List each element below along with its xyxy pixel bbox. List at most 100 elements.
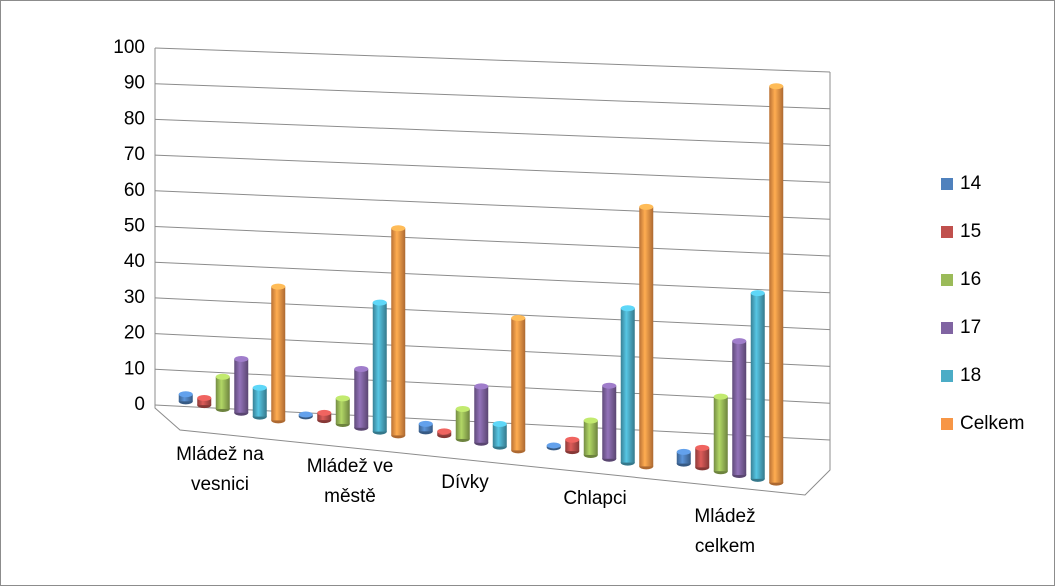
bar <box>565 436 580 455</box>
bar-body <box>769 86 784 483</box>
bar-body <box>317 412 332 421</box>
grid-line <box>154 118 831 147</box>
bar-top <box>455 406 470 413</box>
bar-body <box>252 387 267 417</box>
bar-top <box>418 420 433 427</box>
y-tick-label: 20 <box>124 323 145 344</box>
y-tick-label: 100 <box>113 37 145 58</box>
bar-body <box>391 228 406 436</box>
bar <box>511 314 526 454</box>
bar <box>546 442 561 451</box>
bar <box>298 411 313 420</box>
y-tick-label: 30 <box>124 287 145 308</box>
bar-top <box>252 384 267 391</box>
bar <box>418 420 433 435</box>
bar-body <box>418 423 433 432</box>
y-tick-label: 80 <box>124 108 145 129</box>
bar-body <box>354 369 369 428</box>
bar-body <box>197 398 212 406</box>
bar <box>437 428 452 439</box>
grid-line <box>154 261 831 294</box>
bar-body <box>713 396 728 472</box>
bar-top <box>178 391 193 398</box>
grid-line <box>154 226 831 257</box>
bar-top <box>511 314 526 321</box>
bar <box>354 366 369 431</box>
bar-top <box>372 299 387 306</box>
x-tick-label: Chlapci <box>563 488 627 509</box>
bar <box>750 290 765 482</box>
bar-top <box>354 366 369 373</box>
bar-body <box>511 317 526 451</box>
bar <box>215 373 230 412</box>
bar-top <box>750 290 765 297</box>
legend-swatch <box>941 274 953 286</box>
y-tick-label: 50 <box>124 216 145 237</box>
bar <box>197 395 212 409</box>
y-tick-label: 10 <box>124 358 145 379</box>
bar-body <box>234 358 249 413</box>
bar-body <box>271 286 286 421</box>
bar-top <box>391 225 406 232</box>
bar <box>492 420 507 450</box>
bar <box>639 203 654 470</box>
grid-line <box>154 47 831 73</box>
bar-top <box>583 417 598 424</box>
legend-label: 15 <box>960 221 981 242</box>
bar-top <box>769 83 784 90</box>
bar-top <box>620 305 635 312</box>
bar-top <box>732 338 747 345</box>
x-tick-label: Mládež celkem <box>694 506 756 557</box>
bar-body <box>695 447 710 468</box>
bar <box>335 395 350 427</box>
bar <box>455 406 470 442</box>
bar-body <box>620 308 635 463</box>
bar-top <box>546 442 561 449</box>
legend-swatch <box>941 178 953 190</box>
bar-top <box>695 444 710 451</box>
bar-top <box>215 373 230 380</box>
bar-body <box>583 420 598 455</box>
bar <box>583 417 598 458</box>
bar-top <box>492 420 507 427</box>
bar-top <box>602 382 617 389</box>
bar-top <box>713 393 728 400</box>
y-tick-label: 0 <box>134 394 145 415</box>
y-tick-label: 70 <box>124 144 145 165</box>
bar-body <box>215 376 230 409</box>
bar-body <box>639 206 654 467</box>
bar <box>317 409 332 424</box>
bar-body <box>732 341 747 476</box>
y-tick-label: 40 <box>124 251 145 272</box>
bar <box>372 299 387 435</box>
bar <box>234 355 249 416</box>
x-tick-label: Mládež ve městě <box>306 456 394 507</box>
bar-body <box>676 451 691 464</box>
legend-swatch <box>941 418 953 430</box>
bar-top <box>271 283 286 290</box>
y-tick-label: 60 <box>124 180 145 201</box>
legend-label: 14 <box>960 173 982 194</box>
bar <box>732 338 747 479</box>
bar <box>252 384 267 420</box>
bar-top <box>335 395 350 402</box>
bar <box>178 391 193 405</box>
legend-swatch <box>941 322 953 334</box>
bar-top <box>197 395 212 402</box>
legend-label: 18 <box>960 365 981 386</box>
bar <box>620 305 635 466</box>
bar-body <box>492 423 507 447</box>
bar-top <box>317 409 332 416</box>
bar-top <box>474 383 489 390</box>
bar-body <box>455 409 470 439</box>
legend-label: Celkem <box>960 413 1024 434</box>
grid-line <box>154 190 831 220</box>
bar <box>769 83 784 486</box>
grid-line <box>154 154 831 183</box>
bar-body <box>372 302 387 432</box>
axis-frame <box>154 48 831 496</box>
bar-top <box>565 436 580 443</box>
